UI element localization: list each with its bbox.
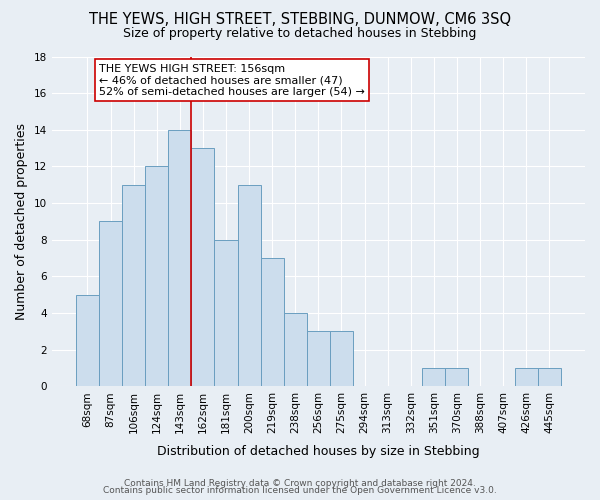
Y-axis label: Number of detached properties: Number of detached properties <box>15 123 28 320</box>
Bar <box>238 185 260 386</box>
Text: Contains public sector information licensed under the Open Government Licence v3: Contains public sector information licen… <box>103 486 497 495</box>
Bar <box>99 222 122 386</box>
Bar <box>538 368 561 386</box>
Bar <box>445 368 469 386</box>
Bar <box>422 368 445 386</box>
Bar <box>260 258 284 386</box>
Bar <box>122 185 145 386</box>
Bar <box>307 332 330 386</box>
Bar <box>168 130 191 386</box>
X-axis label: Distribution of detached houses by size in Stebbing: Distribution of detached houses by size … <box>157 444 479 458</box>
Bar <box>145 166 168 386</box>
Text: THE YEWS, HIGH STREET, STEBBING, DUNMOW, CM6 3SQ: THE YEWS, HIGH STREET, STEBBING, DUNMOW,… <box>89 12 511 28</box>
Bar <box>284 313 307 386</box>
Bar <box>330 332 353 386</box>
Text: Contains HM Land Registry data © Crown copyright and database right 2024.: Contains HM Land Registry data © Crown c… <box>124 478 476 488</box>
Bar <box>191 148 214 386</box>
Text: THE YEWS HIGH STREET: 156sqm
← 46% of detached houses are smaller (47)
52% of se: THE YEWS HIGH STREET: 156sqm ← 46% of de… <box>99 64 365 97</box>
Text: Size of property relative to detached houses in Stebbing: Size of property relative to detached ho… <box>124 28 476 40</box>
Bar <box>76 295 99 386</box>
Bar <box>214 240 238 386</box>
Bar <box>515 368 538 386</box>
